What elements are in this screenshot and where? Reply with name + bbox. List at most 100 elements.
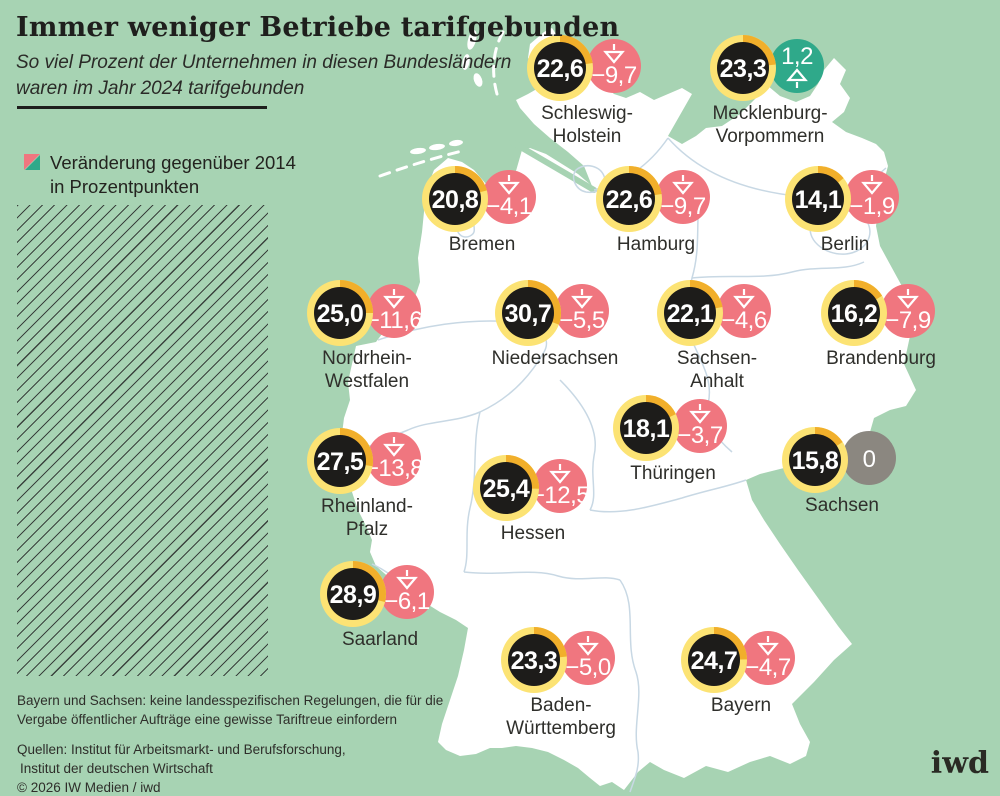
maritime-boundary-dashed xyxy=(378,149,464,178)
value-disc xyxy=(828,287,880,339)
state-value: 15,8 xyxy=(792,447,839,475)
value-disc xyxy=(789,434,841,486)
value-disc xyxy=(508,634,560,686)
state-name-label: Rheinland- xyxy=(321,496,413,517)
arrow-down-icon xyxy=(733,289,755,309)
island xyxy=(449,139,463,147)
arrow-down-icon xyxy=(672,175,694,195)
change-value: 1,2 xyxy=(781,43,813,70)
state-name-label: Niedersachsen xyxy=(492,348,619,369)
state-group-saarland: −6,1 28,9 Saarland xyxy=(320,561,434,650)
state-name-label: Bayern xyxy=(711,695,771,716)
value-disc xyxy=(688,634,740,686)
state-name-label: Sachsen- xyxy=(677,348,757,369)
change-value: −1,9 xyxy=(849,193,895,220)
change-value: −11,6 xyxy=(366,307,423,334)
state-name-label: Mecklenburg- xyxy=(712,103,827,124)
state-name-label: Saarland xyxy=(342,629,418,650)
state-name-label: Nordrhein- xyxy=(322,348,412,369)
change-value: −9,7 xyxy=(591,62,637,89)
arrow-down-icon xyxy=(498,175,520,195)
arrow-up-icon xyxy=(786,68,808,88)
state-group-sachsen: 0 15,8 Sachsen xyxy=(782,427,896,516)
state-name-label: Württemberg xyxy=(506,718,616,739)
state-name-label: Berlin xyxy=(821,234,870,255)
change-value: −5,5 xyxy=(559,307,605,334)
change-bubble xyxy=(380,565,434,619)
state-value: 20,8 xyxy=(432,186,479,214)
state-name-label: Brandenburg xyxy=(826,348,936,369)
state-value: 22,6 xyxy=(537,55,584,83)
state-value: 18,1 xyxy=(623,415,670,443)
footnote-line: Bayern und Sachsen: keine landesspezifis… xyxy=(17,693,444,708)
state-name-label: Hamburg xyxy=(617,234,695,255)
change-value: −6,1 xyxy=(384,588,430,615)
arrow-down-icon xyxy=(571,289,593,309)
change-value: −12,5 xyxy=(531,482,589,509)
change-bubble xyxy=(842,431,896,485)
change-value: −7,9 xyxy=(885,307,931,334)
arrow-down-icon xyxy=(689,404,711,424)
change-value: −4,7 xyxy=(745,654,791,681)
state-value: 22,6 xyxy=(606,186,653,214)
legend-line: Veränderung gegenüber 2014 xyxy=(50,152,296,173)
state-name-label: Bremen xyxy=(449,234,516,255)
state-value: 24,7 xyxy=(691,647,738,675)
change-bubble xyxy=(881,284,935,338)
arrow-down-icon xyxy=(577,636,599,656)
source-line: Institut der deutschen Wirtschaft xyxy=(20,761,213,776)
legend: Veränderung gegenüber 2014 in Prozentpun… xyxy=(24,151,296,199)
state-name-label: Westfalen xyxy=(325,371,409,392)
legend-line: in Prozentpunkten xyxy=(50,176,200,197)
state-group-bayern: −4,7 24,7 Bayern xyxy=(681,627,795,716)
change-bubble xyxy=(533,459,587,513)
divider-rule xyxy=(17,106,267,109)
footnote: Bayern und Sachsen: keine landesspezifis… xyxy=(17,691,447,729)
value-disc xyxy=(480,462,532,514)
state-value: 16,2 xyxy=(831,300,878,328)
subtitle-line: So viel Prozent der Unternehmen in diese… xyxy=(16,52,512,73)
state-group-mecklenburg-vorpommern: 1,2 23,3 Mecklenburg-Vorpommern xyxy=(710,35,828,147)
state-group-hessen: −12,525,4 Hessen xyxy=(473,455,590,544)
change-value: −4,6 xyxy=(721,307,767,334)
state-value: 30,7 xyxy=(505,300,552,328)
change-bubble xyxy=(561,631,615,685)
change-value: −3,7 xyxy=(677,422,723,449)
change-bubble xyxy=(741,631,795,685)
arrow-down-icon xyxy=(383,289,405,309)
value-disc xyxy=(534,42,586,94)
change-value: 0 xyxy=(863,446,876,473)
state-name-label: Holstein xyxy=(553,126,622,147)
change-bubble xyxy=(770,39,824,93)
change-bubble xyxy=(845,170,899,224)
footnote-line: Vergabe öffentlicher Aufträge eine gewis… xyxy=(17,712,397,727)
legend-swatch-icon xyxy=(24,154,40,170)
change-bubble xyxy=(717,284,771,338)
state-value: 23,3 xyxy=(511,647,558,675)
state-group-niedersachsen: −5,5 30,7 Niedersachsen xyxy=(492,280,619,369)
change-bubble xyxy=(587,39,641,93)
state-group-thueringen: −3,7 18,1 Thüringen xyxy=(613,395,727,484)
change-value: −5,0 xyxy=(565,654,611,681)
value-disc xyxy=(792,173,844,225)
value-disc xyxy=(502,287,554,339)
change-value: −13,8 xyxy=(365,455,423,482)
change-value: −9,7 xyxy=(660,193,706,220)
state-value: 23,3 xyxy=(720,55,767,83)
island xyxy=(429,143,445,151)
value-disc xyxy=(314,287,366,339)
island xyxy=(467,30,477,50)
change-value: −4,1 xyxy=(486,193,532,220)
state-name-label: Hessen xyxy=(501,523,565,544)
source-line: Quellen: Institut für Arbeitsmarkt- und … xyxy=(17,742,346,757)
state-value: 14,1 xyxy=(795,186,842,214)
subtitle-line: waren im Jahr 2024 tarifgebunden xyxy=(16,78,305,99)
value-disc xyxy=(314,435,366,487)
arrow-down-icon xyxy=(383,437,405,457)
state-value: 25,0 xyxy=(317,300,364,328)
state-value: 28,9 xyxy=(330,581,377,609)
legend-label: Veränderung gegenüber 2014 in Prozentpun… xyxy=(50,151,296,199)
state-value: 27,5 xyxy=(317,448,364,476)
